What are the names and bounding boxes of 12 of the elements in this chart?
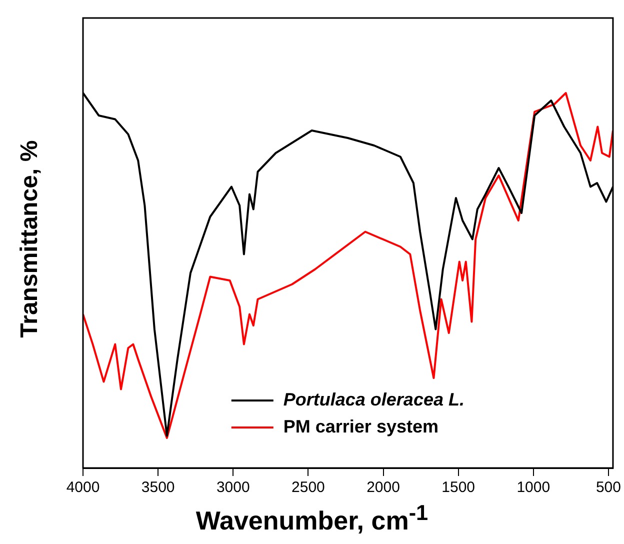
x-tick-label: 1000: [516, 479, 550, 496]
y-axis-title: Transmittance, %: [16, 139, 44, 340]
x-tick-label: 3500: [141, 479, 175, 496]
x-tick-label: 500: [596, 479, 621, 496]
legend-label: Portulaca oleracea L.: [283, 389, 464, 410]
x-tick-label: 2000: [366, 479, 400, 496]
x-axis-title: Wavenumber, cm$^{-1}$: [194, 500, 430, 537]
legend-label: PM carrier system: [283, 416, 438, 436]
x-tick-label: 3000: [216, 479, 250, 496]
x-tick-label: 2500: [292, 479, 325, 496]
x-tick-label: 1500: [442, 479, 476, 496]
x-tick-label: 4000: [66, 479, 100, 496]
